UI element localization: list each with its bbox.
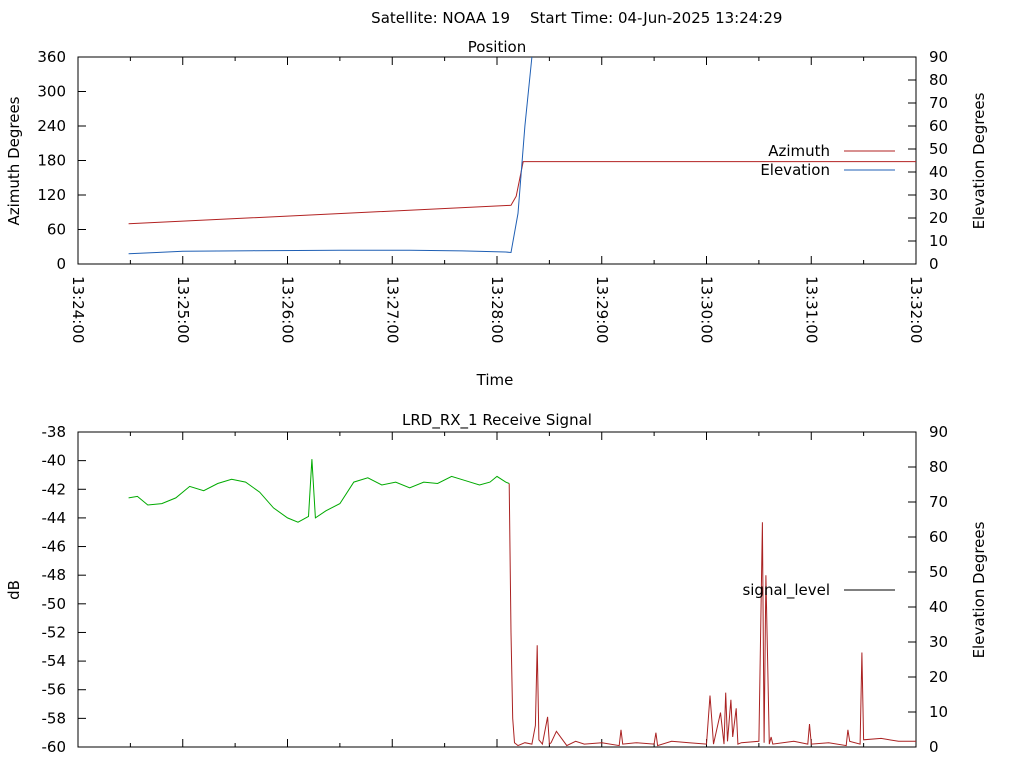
time-axis-label: Time <box>476 371 514 389</box>
azimuth-tick-label: 60 <box>47 221 66 239</box>
time-tick-label: 13:25:00 <box>174 276 192 343</box>
db-tick-label: -40 <box>42 452 67 470</box>
signal-series-layer <box>128 459 916 747</box>
azimuth-tick-label: 120 <box>37 186 66 204</box>
satellite-label: Satellite: NOAA 19 <box>371 9 510 27</box>
signal-elevation-tick-label: 60 <box>929 528 948 546</box>
db-tick-label: -54 <box>42 652 67 670</box>
elevation-tick-label: 10 <box>929 232 948 250</box>
db-tick-label: -38 <box>42 423 67 441</box>
time-tick-label: 13:32:00 <box>907 276 925 343</box>
legend-elevation-label: Elevation <box>760 161 830 179</box>
elevation-tick-label: 40 <box>929 163 948 181</box>
position-chart: Position Azimuth Degrees Elevation Degre… <box>5 38 988 389</box>
elevation-tick-label: 50 <box>929 140 948 158</box>
legend-azimuth-label: Azimuth <box>768 142 830 160</box>
start-time-label: Start Time: 04-Jun-2025 13:24:29 <box>530 9 782 27</box>
signal-level-line-after-pass <box>508 483 916 747</box>
db-tick-label: -48 <box>42 566 67 584</box>
db-tick-label: -50 <box>42 595 67 613</box>
signal-elevation-tick-label: 10 <box>929 703 948 721</box>
position-chart-title: Position <box>468 38 526 56</box>
signal-elevation-tick-label: 70 <box>929 493 948 511</box>
signal-elevation-tick-label: 80 <box>929 458 948 476</box>
signal-elevation-tick-label: 30 <box>929 633 948 651</box>
time-tick-label: 13:26:00 <box>279 276 297 343</box>
legend-signal-label: signal_level <box>742 581 830 600</box>
time-tick-label: 13:24:00 <box>69 276 87 343</box>
elevation-tick-label: 60 <box>929 117 948 135</box>
azimuth-tick-label: 240 <box>37 117 66 135</box>
signal-elevation-axis-label: Elevation Degrees <box>970 521 988 658</box>
db-tick-label: -52 <box>42 623 67 641</box>
db-tick-label: -44 <box>42 509 67 527</box>
position-legend: Azimuth Elevation <box>760 142 895 179</box>
elevation-tick-label: 30 <box>929 186 948 204</box>
time-tick-label: 13:31:00 <box>802 276 820 343</box>
signal-level-line-in-pass <box>128 459 510 523</box>
elevation-tick-label: 80 <box>929 71 948 89</box>
azimuth-tick-label: 360 <box>37 48 66 66</box>
signal-legend: signal_level <box>742 581 895 600</box>
elevation-tick-label: 90 <box>929 48 948 66</box>
time-tick-label: 13:27:00 <box>383 276 401 343</box>
position-series-layer <box>128 56 916 255</box>
db-tick-label: -42 <box>42 480 67 498</box>
elevation-axis-label: Elevation Degrees <box>970 92 988 229</box>
position-axis-ticks: 0 60 120 180 240 300 360 0 10 20 30 40 50 60 70 80 90 13:… <box>37 48 948 343</box>
signal-elevation-tick-label: 0 <box>929 738 939 756</box>
signal-elevation-tick-label: 50 <box>929 563 948 581</box>
elevation-line <box>128 56 533 255</box>
azimuth-line <box>128 161 916 225</box>
signal-elevation-tick-label: 40 <box>929 598 948 616</box>
signal-chart: LRD_RX_1 Receive Signal dB Elevation Deg… <box>5 411 988 756</box>
db-tick-label: -46 <box>42 538 67 556</box>
db-axis-label: dB <box>5 580 23 600</box>
azimuth-tick-label: 0 <box>56 255 66 273</box>
db-tick-label: -60 <box>42 738 67 756</box>
time-tick-label: 13:30:00 <box>698 276 716 343</box>
elevation-tick-label: 70 <box>929 94 948 112</box>
time-tick-label: 13:28:00 <box>488 276 506 343</box>
time-tick-label: 13:29:00 <box>593 276 611 343</box>
elevation-tick-label: 0 <box>929 255 939 273</box>
db-tick-label: -58 <box>42 709 67 727</box>
azimuth-tick-label: 180 <box>37 152 66 170</box>
elevation-tick-label: 20 <box>929 209 948 227</box>
azimuth-tick-label: 300 <box>37 83 66 101</box>
azimuth-axis-label: Azimuth Degrees <box>5 96 23 225</box>
signal-chart-title: LRD_RX_1 Receive Signal <box>402 411 592 430</box>
signal-elevation-tick-label: 90 <box>929 423 948 441</box>
signal-elevation-tick-label: 20 <box>929 668 948 686</box>
db-tick-label: -56 <box>42 681 67 699</box>
